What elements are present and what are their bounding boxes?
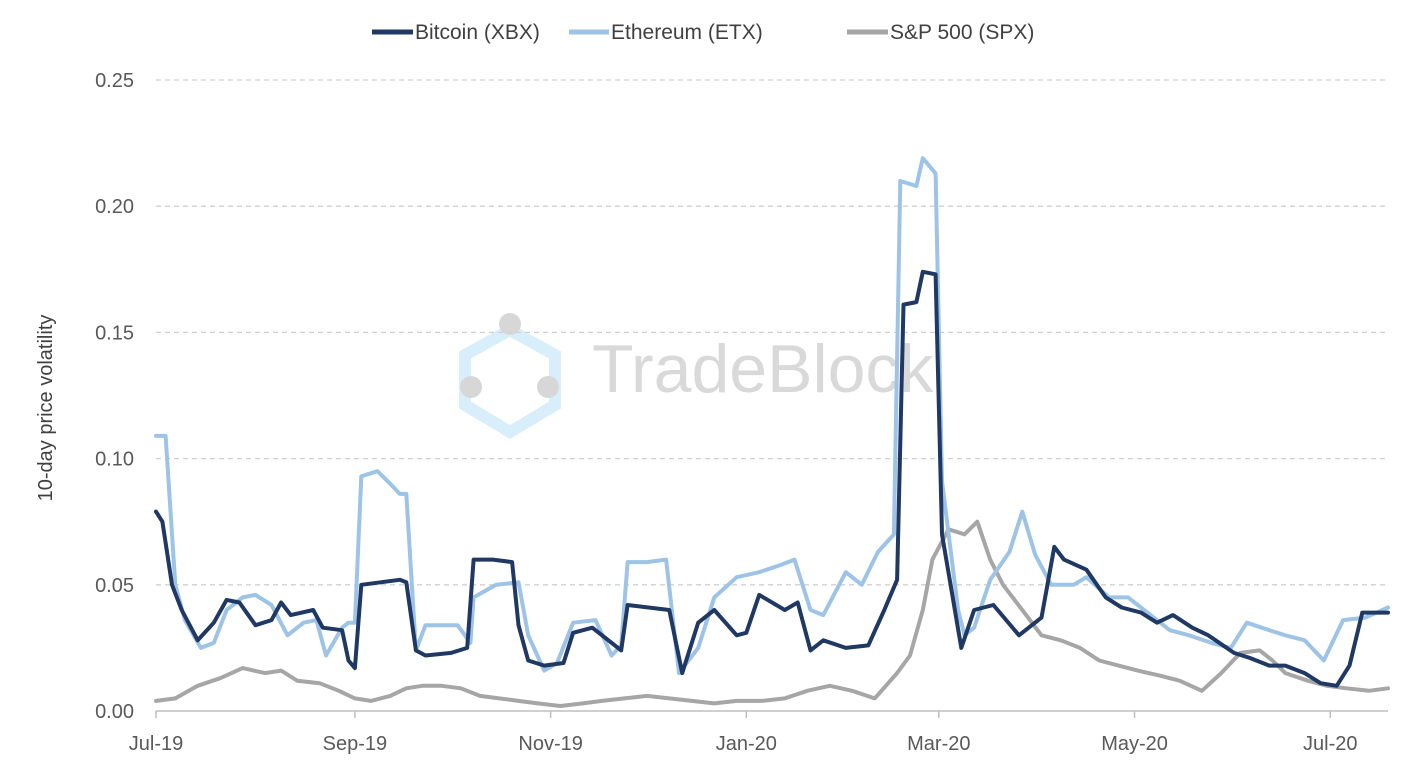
y-tick-label: 0.00 [95,701,134,723]
x-tick-label: Nov-19 [518,733,582,755]
x-tick-label: Jan-20 [716,733,777,755]
y-axis-ticks: 0.00 0.05 0.10 0.15 0.20 0.25 [95,70,134,723]
gridlines [156,79,1388,586]
x-tick-label: Jul-20 [1303,733,1357,755]
series-line-bitcoin [154,269,1390,688]
y-tick-label: 0.20 [95,196,134,218]
x-tick-label: Mar-20 [907,733,970,755]
x-axis-ticks: Jul-19 Sep-19 Nov-19 Jan-20 Mar-20 May-20 Jul-… [129,711,1357,755]
watermark: TradeBlock [459,313,934,439]
legend-item-bitcoin: Bitcoin (XBX) [372,21,540,44]
y-axis-title: 10-day price volatility [35,315,57,502]
watermark-text: TradeBlock [592,331,934,407]
x-tick-label: Sep-19 [323,733,388,755]
legend-item-sp500: S&P 500 (SPX) [847,21,1034,44]
tradeblock-logo-icon [459,313,561,439]
x-tick-label: Jul-19 [129,733,183,755]
y-tick-label: 0.25 [95,70,134,92]
y-tick-label: 0.15 [95,322,134,344]
y-tick-label: 0.05 [95,575,134,597]
legend-label-ethereum: Ethereum (ETX) [611,21,763,44]
series-lines [154,156,1390,708]
legend: Bitcoin (XBX) Ethereum (ETX) S&P 500 (SP… [372,21,1034,44]
legend-label-sp500: S&P 500 (SPX) [890,21,1034,44]
series-line-ethereum [154,156,1390,676]
series-line-sp500 [154,519,1390,708]
legend-label-bitcoin: Bitcoin (XBX) [415,21,540,44]
x-tick-label: May-20 [1101,733,1168,755]
y-tick-label: 0.10 [95,449,134,471]
legend-item-ethereum: Ethereum (ETX) [569,21,763,44]
